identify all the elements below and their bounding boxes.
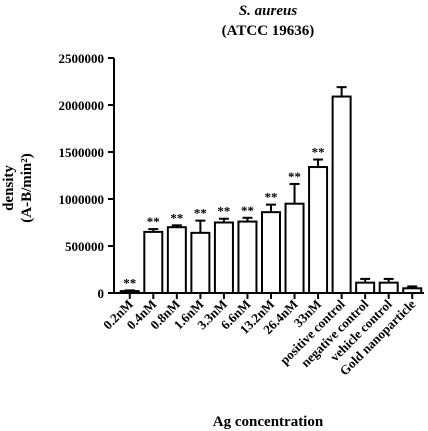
significance-marker: ** — [288, 169, 301, 184]
bar — [261, 211, 281, 294]
bars: ** ** ** ** ** ** ** ** ** — [119, 86, 423, 295]
y-tick-label: 1000000 — [59, 192, 105, 207]
y-tick-label: 1500000 — [59, 145, 105, 160]
significance-marker: ** — [147, 214, 160, 229]
y-axis-ticks: 0 500000 1000000 1500000 2000000 2500000 — [59, 51, 114, 301]
bar — [355, 281, 376, 295]
significance-marker: ** — [265, 190, 278, 205]
x-axis-ticks: 0.2nM0.4nM0.8nM1.6nM3.3nM6.6nM13.2nM26.4… — [100, 293, 419, 378]
bar — [213, 221, 234, 294]
y-tick-label: 500000 — [65, 239, 104, 254]
y-tick-label: 2500000 — [59, 51, 105, 66]
bar — [308, 166, 329, 294]
bar — [331, 95, 352, 295]
significance-marker: ** — [123, 275, 136, 290]
significance-marker: ** — [217, 204, 230, 219]
bar — [284, 202, 305, 294]
significance-marker: ** — [241, 203, 254, 218]
significance-marker: ** — [170, 210, 183, 225]
y-axis-label-line1: density — [1, 165, 17, 211]
significance-marker: ** — [194, 206, 207, 221]
y-tick-label: 0 — [98, 286, 105, 301]
y-tick-label: 2000000 — [59, 98, 105, 113]
bar — [143, 230, 164, 294]
bar — [190, 231, 211, 294]
x-axis-label: Ag concentration — [213, 414, 324, 430]
bar — [237, 220, 258, 294]
chart-title: S. aureus — [239, 3, 298, 19]
y-axis-label-line2: (A-B/min²) — [19, 153, 35, 223]
significance-marker: ** — [312, 145, 325, 160]
bar — [378, 281, 399, 295]
chart-subtitle: (ATCC 19636) — [222, 23, 315, 39]
bar — [166, 226, 187, 294]
